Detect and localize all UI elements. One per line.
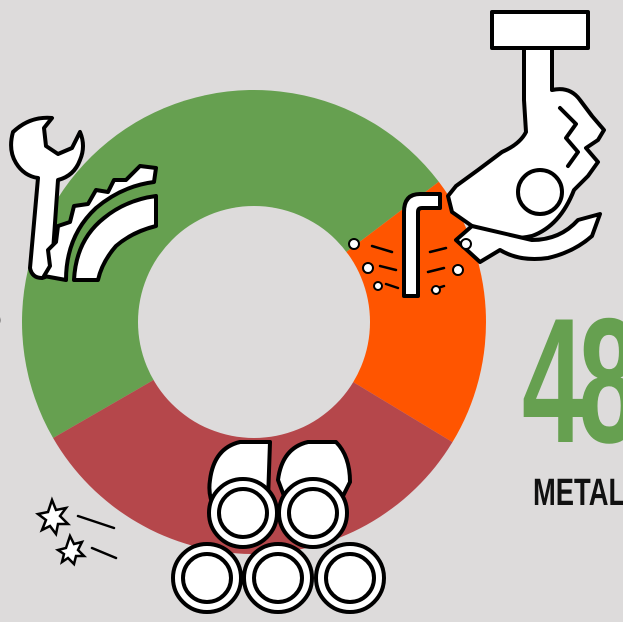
donut-slice-3 bbox=[53, 322, 453, 554]
hex-key-icon bbox=[402, 192, 442, 298]
metal-label: METAL bbox=[533, 472, 623, 514]
donut-hole bbox=[138, 206, 370, 438]
metal-percentage: 48 bbox=[522, 281, 623, 480]
donut-slice-2 bbox=[254, 181, 486, 443]
robot-arm-icon bbox=[446, 10, 606, 264]
spark-icon bbox=[348, 238, 472, 295]
left-percentage: 3 bbox=[0, 293, 2, 335]
pipes-icon bbox=[171, 440, 386, 614]
gear-cutter-icon bbox=[42, 164, 158, 282]
spark-icon bbox=[35, 496, 118, 567]
